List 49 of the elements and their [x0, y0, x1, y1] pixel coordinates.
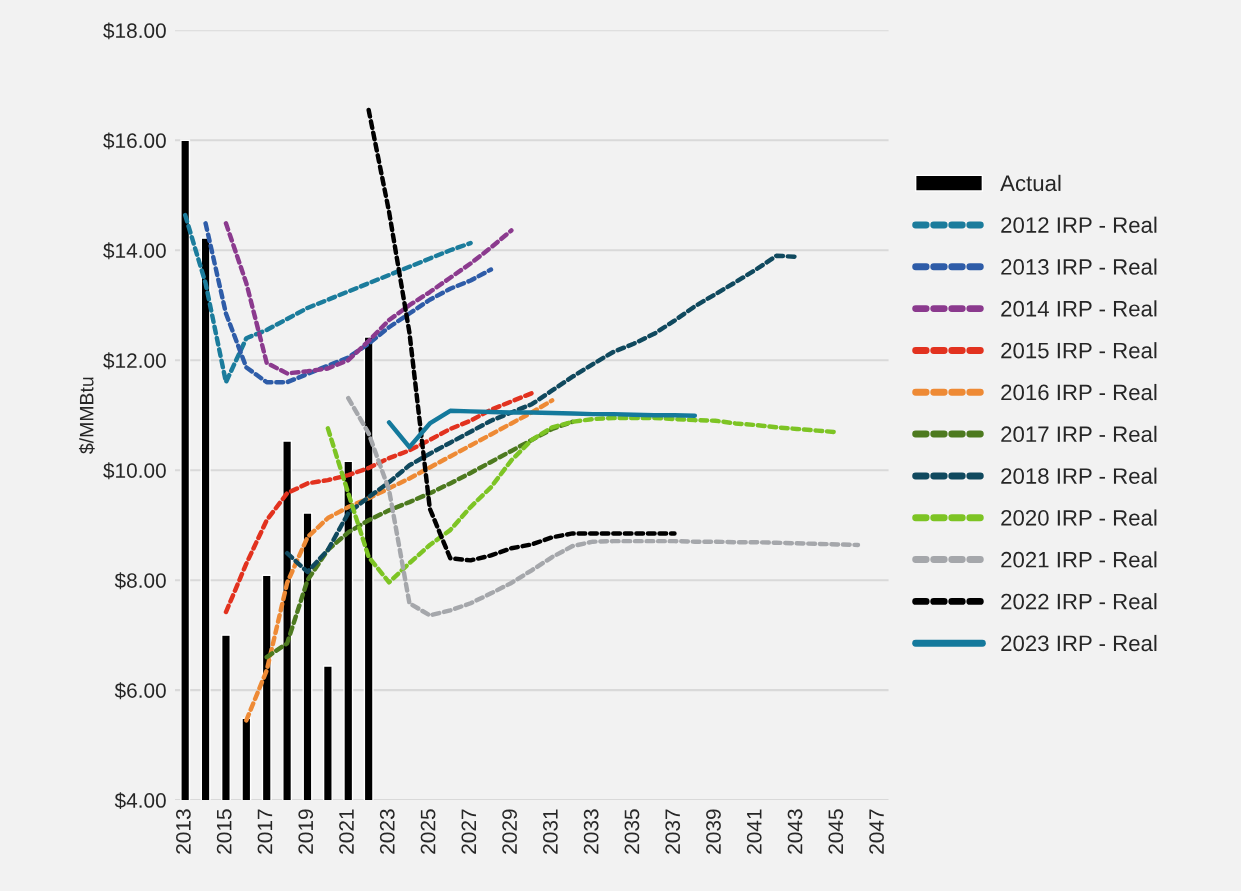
x-tick-label: 2041 — [746, 809, 762, 854]
legend-label: 2017 IRP - Real — [1001, 425, 1157, 443]
x-tick-label: 2027 — [461, 809, 477, 854]
x-tick-label: 2015 — [216, 809, 232, 854]
legend-label: 2020 IRP - Real — [1001, 509, 1157, 526]
x-tick-label: 2033 — [583, 809, 599, 854]
line-series — [346, 395, 861, 618]
x-tick-label: 2035 — [624, 809, 640, 854]
x-tick-label: 2023 — [379, 809, 395, 854]
x-tick-label: 2013 — [176, 809, 191, 854]
x-tick-label: 2025 — [420, 809, 436, 854]
legend-label: 2015 IRP - Real — [1001, 342, 1157, 359]
x-tick-label: 2031 — [543, 809, 558, 854]
legend-label: 2013 IRP - Real — [1001, 258, 1157, 275]
line-series — [182, 212, 473, 385]
line-series — [386, 408, 698, 450]
line-series — [366, 107, 677, 563]
x-tick-label: 2029 — [502, 809, 517, 854]
line-series — [284, 253, 800, 575]
y-tick-label: $16.00 — [103, 132, 166, 150]
legend-label: 2016 IRP - Real — [1001, 383, 1157, 401]
line-series — [223, 221, 514, 376]
x-tick-label: 2019 — [298, 809, 314, 854]
y-tick-label: $14.00 — [103, 242, 166, 260]
x-tick-label: 2021 — [339, 809, 354, 854]
legend-label: 2014 IRP - Real — [1001, 300, 1157, 317]
legend-label: 2018 IRP - Real — [1001, 467, 1157, 484]
x-tick-label: 2045 — [828, 809, 844, 854]
line-series — [244, 398, 555, 723]
x-tick-label: 2047 — [869, 809, 884, 854]
legend-label: 2022 IRP - Real — [1001, 593, 1157, 610]
x-tick-label: 2037 — [665, 809, 681, 854]
y-axis-title: $/MMBtu — [78, 377, 95, 454]
y-tick-label: $12.00 — [103, 352, 166, 370]
y-tick-label: $8.00 — [114, 572, 166, 590]
y-tick-label: $4.00 — [114, 792, 166, 810]
legend-label: 2012 IRP - Real — [1001, 216, 1157, 233]
line-series — [264, 419, 575, 660]
x-tick-label: 2039 — [706, 809, 721, 854]
legend-label: 2023 IRP - Real — [1001, 634, 1157, 652]
x-tick-label: 2017 — [257, 809, 273, 854]
y-tick-label: $6.00 — [114, 682, 166, 700]
legend-label: 2021 IRP - Real — [1001, 551, 1157, 568]
x-tick-label: 2043 — [787, 809, 803, 854]
y-tick-label: $18.00 — [103, 22, 166, 40]
line-series — [203, 221, 494, 385]
line-series — [223, 390, 534, 615]
y-tick-label: $10.00 — [103, 462, 166, 480]
legend-label: Actual — [1000, 174, 1061, 192]
